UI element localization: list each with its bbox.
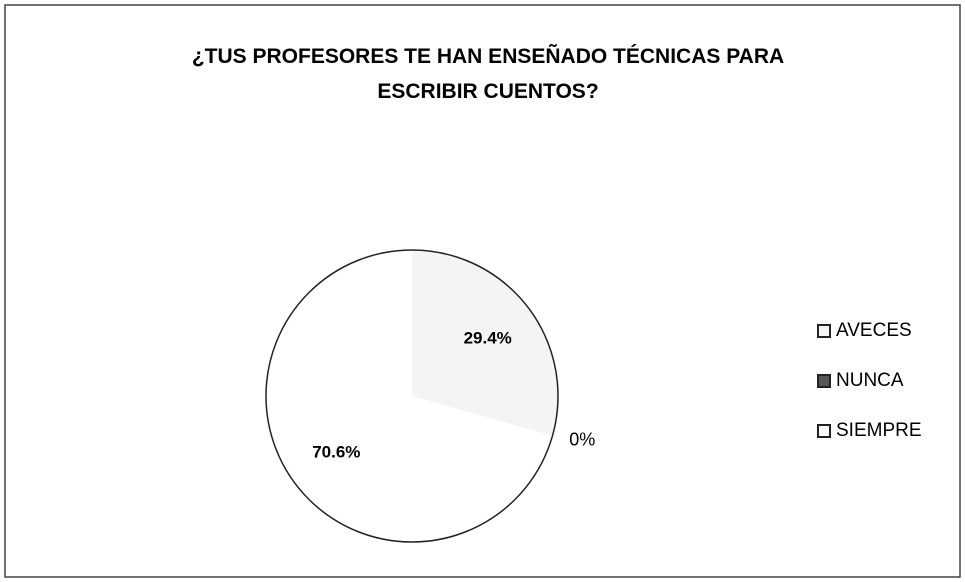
data-label: 0% (569, 429, 595, 449)
legend-label: SIEMPRE (836, 420, 922, 441)
data-label: 70.6% (312, 443, 360, 462)
pie-outline (265, 249, 559, 543)
data-label: 29.4% (464, 328, 512, 347)
legend-label: AVECES (836, 320, 912, 341)
pie-slice (266, 250, 553, 542)
legend-swatch (817, 374, 831, 388)
pie-slice (412, 250, 559, 436)
legend-swatch (817, 324, 831, 338)
legend-swatch (817, 424, 831, 438)
legend-label: NUNCA (836, 370, 904, 391)
chart-title: ¿TUS PROFESORES TE HAN ENSEÑADO TÉCNICAS… (192, 45, 784, 103)
